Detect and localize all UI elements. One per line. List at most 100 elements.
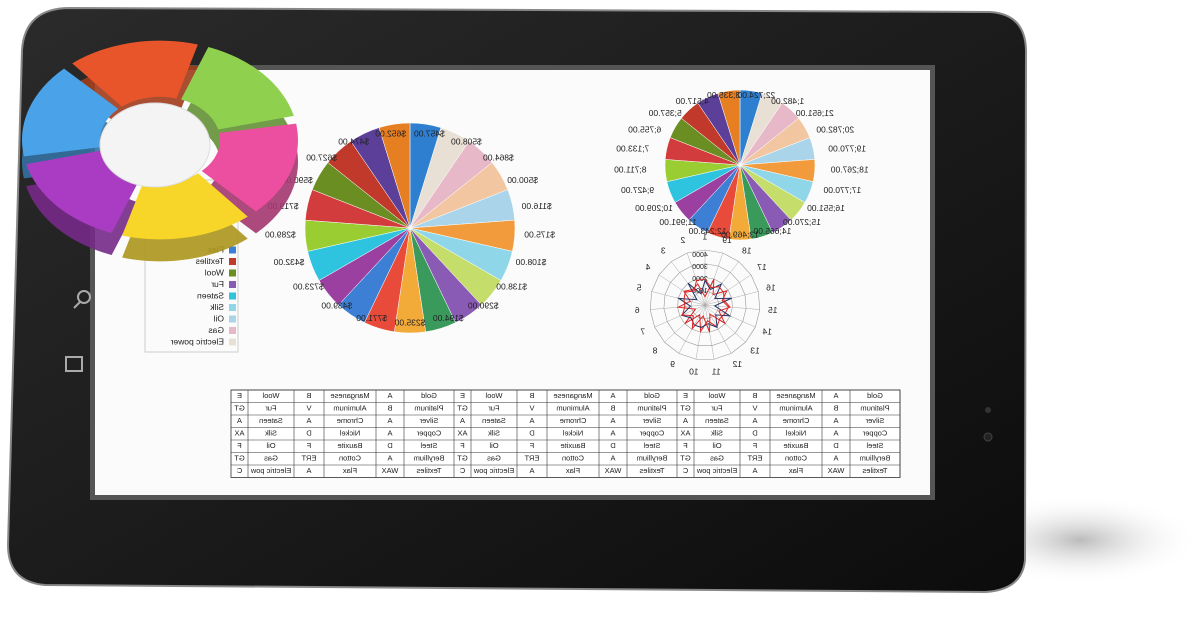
table-cell: V (752, 404, 757, 413)
table-cell: Flax (566, 466, 580, 475)
radar-ring (677, 277, 733, 333)
radar-ring-label: 1000 (692, 288, 708, 295)
table-frame (230, 389, 901, 478)
pie-label: 6;755.00 (628, 124, 661, 134)
legend-label: Sateen (197, 290, 224, 300)
table-cell: ERT (524, 454, 539, 463)
table-cell: Steel (866, 441, 883, 450)
table-cell: Beryllium (414, 454, 445, 463)
radar-label: 11 (712, 366, 721, 376)
radar-label: 6 (635, 305, 640, 315)
table-cell: Flax (343, 466, 357, 475)
table-cell: A (387, 429, 392, 438)
menu-icon[interactable] (65, 356, 83, 372)
legend-swatch (229, 281, 236, 288)
search-icon[interactable] (73, 290, 91, 309)
table-cell: Bauxite (783, 441, 808, 450)
table-cell: V (529, 404, 534, 413)
table-cell: F (529, 441, 534, 450)
table-cell: A (306, 416, 311, 425)
table-cell: Manganese (330, 391, 369, 400)
table-cell: Manganese (776, 391, 815, 400)
table-cell: GT (680, 404, 691, 413)
legend-label: Oil (214, 313, 225, 323)
radar-label: 2 (680, 235, 685, 245)
table-cell: Bauxite (337, 441, 362, 450)
table-cell: Textiles (639, 466, 664, 475)
table-cell: Fur (265, 404, 277, 413)
table-cell: A (306, 466, 311, 475)
table-cell: GT (457, 454, 468, 463)
radar-ring-label: 3000 (692, 264, 708, 271)
table-cell: AX (680, 429, 690, 438)
table-cell: Copper (862, 429, 887, 438)
pie-label: $194.00 (433, 313, 464, 323)
radar-spoke (704, 252, 724, 306)
radar-label: 5 (636, 283, 641, 293)
radar-label: 3 (661, 246, 666, 256)
table-cell: F (683, 441, 688, 450)
table-cell: A (610, 391, 615, 400)
radar-ring-label: 2000 (692, 276, 708, 283)
radar-ring (663, 263, 747, 346)
radar-ring-label: 4000 (692, 252, 708, 259)
pie-label: $116.00 (521, 201, 551, 211)
radar-spoke (704, 274, 752, 306)
table-cell: Beryllium (860, 454, 891, 463)
pie-label: 10;209.00 (635, 203, 673, 213)
donut-segment (181, 46, 294, 130)
table-cell: A (610, 429, 615, 438)
table-cell: Wool (262, 391, 279, 400)
donut-segment (72, 40, 198, 107)
radar-series (681, 278, 731, 333)
pie-label: $289.00 (265, 229, 296, 239)
donut-segment (201, 123, 299, 212)
radar-label: 19 (722, 235, 732, 245)
table-cell: Oil (489, 441, 499, 450)
pie-label: 8;711.00 (614, 164, 647, 174)
pie-label: $723.00 (293, 281, 324, 291)
table-cell: D (833, 441, 839, 450)
table-cell: Copper (416, 429, 441, 438)
pie-label: 22;724.00 (737, 90, 775, 100)
table-cell: Fur (488, 404, 500, 413)
table-cell: Cotton (562, 454, 584, 463)
table-cell: AX (234, 429, 244, 438)
pie-label: 20;782.00 (816, 124, 854, 134)
table-cell: B (306, 391, 311, 400)
legend-label: Fur (211, 279, 224, 289)
radar-spoke (686, 252, 706, 306)
pie-label: 11;991.00 (659, 217, 696, 227)
radar-label: 17 (757, 262, 767, 272)
pie-label: 3;335.00 (707, 90, 740, 100)
radar-spoke (704, 304, 732, 354)
table-cell: Fur (711, 404, 723, 413)
pie-label: 1;482.00 (771, 96, 804, 106)
table-cell: F (752, 441, 757, 450)
legend-label: Textiles (196, 256, 224, 266)
table-cell: Electric pow (696, 466, 737, 475)
table-cell: A (529, 416, 534, 425)
pie-label: $138.00 (496, 281, 527, 291)
table-cell: Gas (710, 454, 724, 463)
table-cell: GT (234, 454, 245, 463)
donut-3d (21, 40, 299, 262)
pie-label: 12;243.00 (688, 226, 726, 236)
donut-segment (26, 150, 139, 234)
table-cell: B (833, 404, 838, 413)
radar-spoke (654, 304, 706, 328)
table-cell: Copper (639, 429, 664, 438)
table-cell: B (387, 404, 392, 413)
radar-label: 4 (645, 262, 650, 272)
pie-label: 21;651.00 (796, 108, 834, 118)
table-cell: B (610, 404, 615, 413)
table-cell: Manganese (553, 391, 592, 400)
table-cell: Silk (488, 429, 500, 438)
pie-label: $500.00 (507, 175, 538, 185)
pie-label: $439.00 (321, 301, 352, 311)
table-cell: WAX (605, 466, 622, 475)
table-cell: Silk (265, 429, 277, 438)
radar-label: 18 (742, 246, 752, 256)
table-cell: A (833, 416, 838, 425)
legend-swatch (229, 292, 236, 300)
